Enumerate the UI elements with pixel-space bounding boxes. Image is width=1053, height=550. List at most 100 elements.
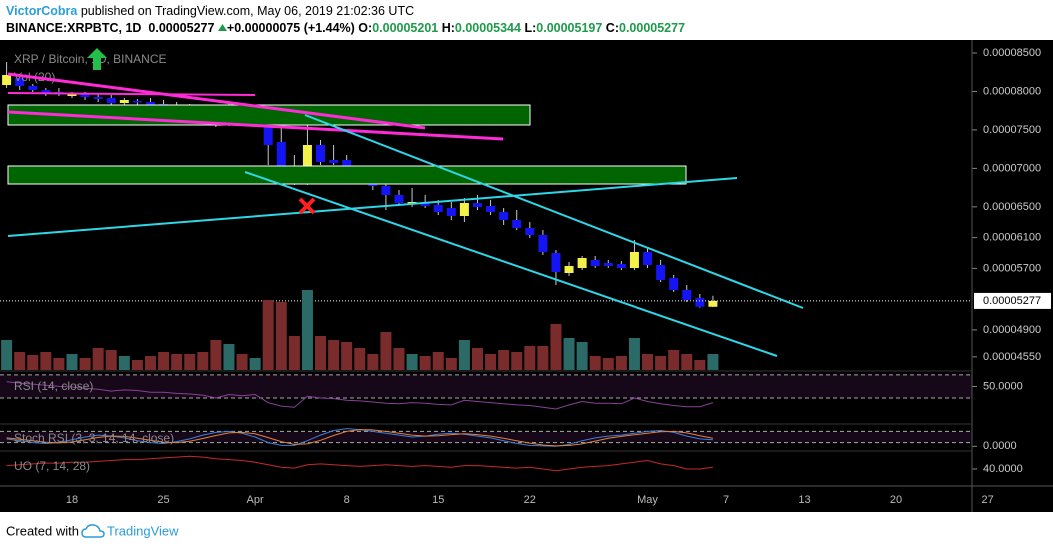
volume-bar bbox=[681, 354, 693, 370]
y-tick-label: 0.00004900 bbox=[983, 324, 1041, 336]
candle-body bbox=[119, 100, 129, 103]
candle-body bbox=[656, 265, 666, 280]
x-tick-label: Apr bbox=[247, 494, 264, 506]
open-label: O: bbox=[358, 21, 373, 35]
candle-body bbox=[708, 300, 718, 307]
footer-text: Created with bbox=[6, 523, 79, 538]
volume-bar bbox=[236, 354, 248, 370]
x-tick-label: 7 bbox=[723, 494, 729, 506]
candle-body bbox=[695, 298, 705, 307]
candle-body bbox=[499, 212, 509, 220]
indicator-line bbox=[6, 455, 713, 472]
symbol: BINANCE:XRPBTC, 1D bbox=[6, 21, 142, 35]
volume-bar bbox=[158, 352, 170, 370]
volume-bar bbox=[92, 348, 104, 370]
volume-bar bbox=[615, 356, 627, 370]
candle-body bbox=[603, 263, 613, 266]
volume-bar bbox=[105, 350, 117, 370]
x-tick-label: 15 bbox=[432, 494, 444, 506]
volume-bar bbox=[485, 354, 497, 370]
pane-title: XRP / Bitcoin, 1D, BINANCE bbox=[14, 52, 167, 66]
x-tick-label: 27 bbox=[981, 494, 993, 506]
candle-body bbox=[316, 145, 326, 162]
volume-bar bbox=[1, 340, 13, 370]
trend-line bbox=[7, 110, 504, 141]
published: published on TradingView.com, May 06, 20… bbox=[80, 4, 415, 18]
y-tick-label: 0.00006500 bbox=[983, 201, 1041, 213]
volume-bar bbox=[628, 338, 640, 370]
volume-bar bbox=[144, 356, 156, 370]
volume-bar bbox=[380, 332, 392, 370]
y-tick-label: 0.00004550 bbox=[983, 351, 1041, 363]
candle-body bbox=[512, 220, 522, 228]
close-value: 0.00005277 bbox=[619, 21, 686, 35]
low-label: L: bbox=[524, 21, 537, 35]
plot-layer: 18 25 Apr 8 15 22 May 7 13 20 27 0.00008500 0.000080… bbox=[0, 47, 1051, 506]
y-tick-label: 0.00007500 bbox=[983, 124, 1041, 136]
volume-bar bbox=[328, 340, 340, 370]
candle-body bbox=[132, 101, 142, 103]
volume-bar bbox=[53, 358, 65, 370]
arrow-marker bbox=[87, 48, 107, 70]
volume-bar bbox=[642, 354, 654, 370]
last-price: 0.00005277 bbox=[148, 21, 215, 35]
candle-body bbox=[15, 78, 25, 86]
candle-body bbox=[329, 160, 339, 163]
volume-bar bbox=[550, 324, 562, 370]
candle-body bbox=[682, 290, 692, 300]
candle-body bbox=[643, 252, 653, 265]
candle-body bbox=[629, 252, 639, 268]
volume-bar bbox=[223, 344, 235, 370]
y-tick-label: 40.0000 bbox=[983, 463, 1023, 475]
candle-body bbox=[564, 266, 574, 273]
volume-bar bbox=[471, 348, 483, 370]
open-value: 0.00005201 bbox=[372, 21, 439, 35]
volume-bar bbox=[537, 346, 549, 370]
volume-bar bbox=[275, 302, 287, 370]
candle-body bbox=[525, 228, 535, 235]
author[interactable]: VictorCobra bbox=[6, 4, 78, 18]
volume-bar bbox=[288, 336, 300, 370]
volume-bar bbox=[602, 358, 614, 370]
candle-body bbox=[538, 235, 548, 252]
volume-bar bbox=[210, 340, 222, 370]
candle-body bbox=[28, 86, 38, 90]
volume-bar bbox=[524, 346, 536, 370]
candle-body bbox=[302, 145, 312, 180]
brand-name[interactable]: TradingView bbox=[107, 523, 179, 538]
x-tick-label: 18 bbox=[66, 494, 78, 506]
close-label: C: bbox=[605, 21, 619, 35]
y-tick-label: 0.00007000 bbox=[983, 162, 1041, 174]
y-tick-label: 0.00006100 bbox=[983, 232, 1041, 244]
drawings bbox=[7, 48, 804, 357]
candle-body bbox=[590, 260, 600, 266]
volume-bar bbox=[118, 356, 130, 370]
trend-line bbox=[7, 72, 426, 130]
x-tick-label: 22 bbox=[524, 494, 536, 506]
y-tick-label: 50.0000 bbox=[983, 380, 1023, 392]
volume-bar bbox=[655, 356, 667, 370]
candle-body bbox=[145, 102, 155, 106]
volume-bar bbox=[40, 352, 52, 370]
volume-bar bbox=[79, 358, 91, 370]
volume-bar bbox=[458, 340, 470, 370]
candle-body bbox=[446, 208, 456, 216]
candle-body bbox=[80, 94, 90, 97]
band-fill bbox=[0, 374, 972, 398]
candle-body bbox=[551, 253, 561, 272]
volume-bar bbox=[432, 352, 444, 370]
y-tick-label: 0.00008000 bbox=[983, 85, 1041, 97]
volume-bar bbox=[315, 336, 327, 370]
pane-title: UO (7, 14, 28) bbox=[14, 459, 90, 473]
volume-bar bbox=[14, 352, 26, 370]
volume-bar bbox=[707, 354, 719, 370]
candle-body bbox=[420, 202, 430, 206]
header-line: VictorCobra published on TradingView.com… bbox=[6, 3, 685, 20]
high-value: 0.00005344 bbox=[454, 21, 521, 35]
x-tick-label: 20 bbox=[890, 494, 902, 506]
volume-bar bbox=[367, 354, 379, 370]
volume-bar bbox=[354, 348, 366, 370]
volume-bar bbox=[27, 355, 39, 370]
